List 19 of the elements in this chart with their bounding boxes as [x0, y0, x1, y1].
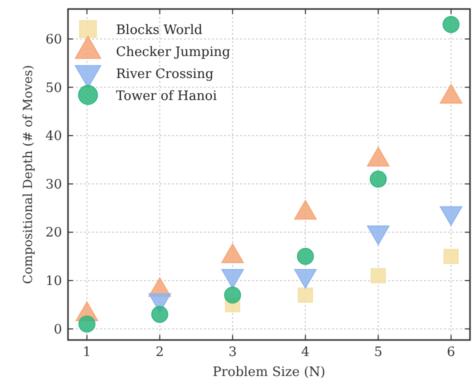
- x-tick-label: 6: [446, 345, 456, 360]
- x-tick-label: 4: [301, 345, 310, 360]
- x-tick-label: 1: [82, 345, 92, 360]
- x-tick-label: 5: [374, 345, 382, 360]
- y-axis-title: Compositional Depth (# of Moves): [20, 65, 35, 284]
- legend-label: Tower of Hanoi: [116, 89, 217, 104]
- x-tick-label: 3: [228, 345, 237, 360]
- y-tick-label: 50: [45, 80, 62, 96]
- x-tick-label: 2: [156, 345, 164, 360]
- legend-label: Checker Jumping: [116, 45, 230, 60]
- y-tick-label: 0: [54, 322, 62, 338]
- y-tick-label: 30: [45, 177, 62, 192]
- x-axis-title: Problem Size (N): [212, 365, 326, 380]
- y-tick-label: 60: [45, 32, 62, 48]
- y-tick-label: 40: [45, 129, 62, 144]
- legend-label: Blocks World: [116, 23, 202, 38]
- y-tick-label: 20: [45, 226, 62, 241]
- legend-label: River Crossing: [116, 67, 214, 82]
- y-tick-label: 10: [45, 274, 62, 290]
